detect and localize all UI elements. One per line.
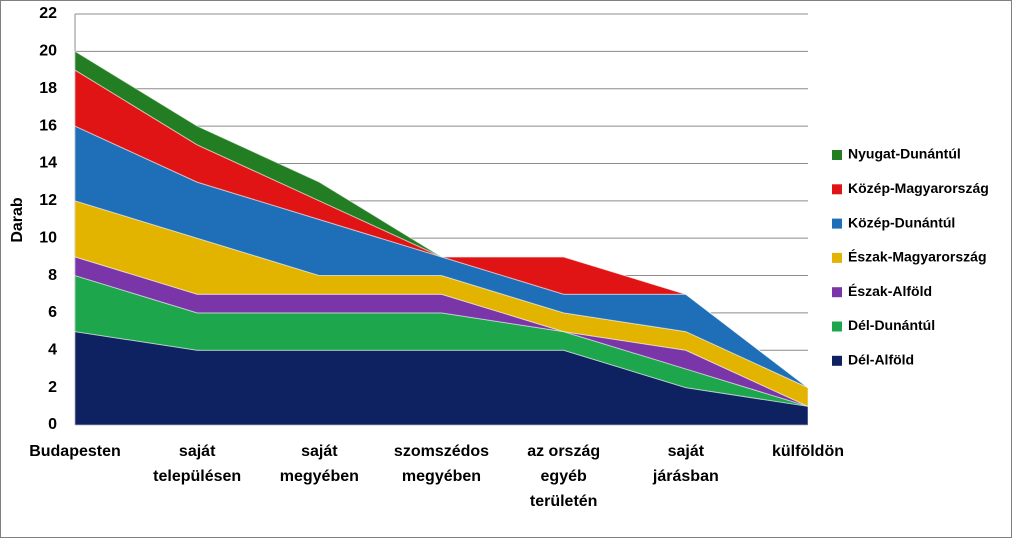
- y-tick-label: 12: [39, 192, 57, 209]
- x-tick-label: külföldön: [772, 443, 844, 460]
- y-tick-label: 18: [39, 80, 57, 97]
- y-axis-label: Darab: [9, 197, 26, 243]
- x-tick-label-line: megyében: [402, 468, 481, 485]
- x-tick-label-line: külföldön: [772, 443, 844, 460]
- legend-swatch: [832, 218, 842, 229]
- x-tick-label-line: saját: [179, 443, 216, 460]
- legend-label: Közép-Magyarország: [848, 180, 989, 196]
- y-tick-label: 10: [39, 229, 57, 246]
- x-tick-label: Budapesten: [29, 443, 121, 460]
- x-tick-label-line: szomszédos: [394, 443, 489, 460]
- legend-label: Nyugat-Dunántúl: [848, 146, 961, 162]
- legend-label: Közép-Dunántúl: [848, 214, 955, 230]
- legend-swatch: [832, 321, 842, 332]
- x-tick-label-line: saját: [668, 443, 705, 460]
- x-tick-label: saját járásban: [652, 443, 719, 485]
- y-tick-label: 16: [39, 117, 57, 134]
- y-tick-label: 2: [48, 379, 57, 396]
- x-tick-label: az ország egyéb területén: [527, 443, 600, 510]
- x-tick-label-line: saját: [301, 443, 338, 460]
- x-tick-label-line: az ország: [527, 443, 600, 460]
- y-tick-label: 0: [48, 416, 57, 433]
- x-tick-label-line: területén: [530, 493, 598, 510]
- legend-label: Észak-Alföld: [848, 283, 932, 299]
- x-tick-label-line: járásban: [652, 468, 719, 485]
- y-tick-label: 14: [39, 155, 57, 172]
- x-tick-label: saját településen: [153, 443, 241, 485]
- legend-swatch: [832, 287, 842, 298]
- x-tick-label-line: településen: [153, 468, 241, 485]
- x-tick-label: szomszédos megyében: [394, 443, 489, 485]
- x-tick-label-line: Budapesten: [29, 443, 121, 460]
- legend-label: Dél-Alföld: [848, 352, 914, 368]
- area: [74, 50, 809, 389]
- legend-swatch: [832, 252, 842, 263]
- legend-swatch: [832, 150, 842, 160]
- legend-label: Dél-Dunántúl: [848, 317, 935, 333]
- y-tick-label: 22: [39, 5, 57, 22]
- x-tick-label: saját megyében: [280, 443, 359, 485]
- legend-label: Észak-Magyarország: [848, 249, 987, 265]
- legend-swatch: [832, 355, 842, 366]
- legend-swatch: [832, 184, 842, 195]
- x-tick-label-line: megyében: [280, 468, 359, 485]
- x-tick-label-line: egyéb: [541, 468, 587, 485]
- y-tick-label: 8: [48, 267, 57, 284]
- y-tick-label: 20: [39, 43, 57, 60]
- y-tick-label: 6: [48, 304, 57, 321]
- y-tick-label: 4: [48, 341, 57, 358]
